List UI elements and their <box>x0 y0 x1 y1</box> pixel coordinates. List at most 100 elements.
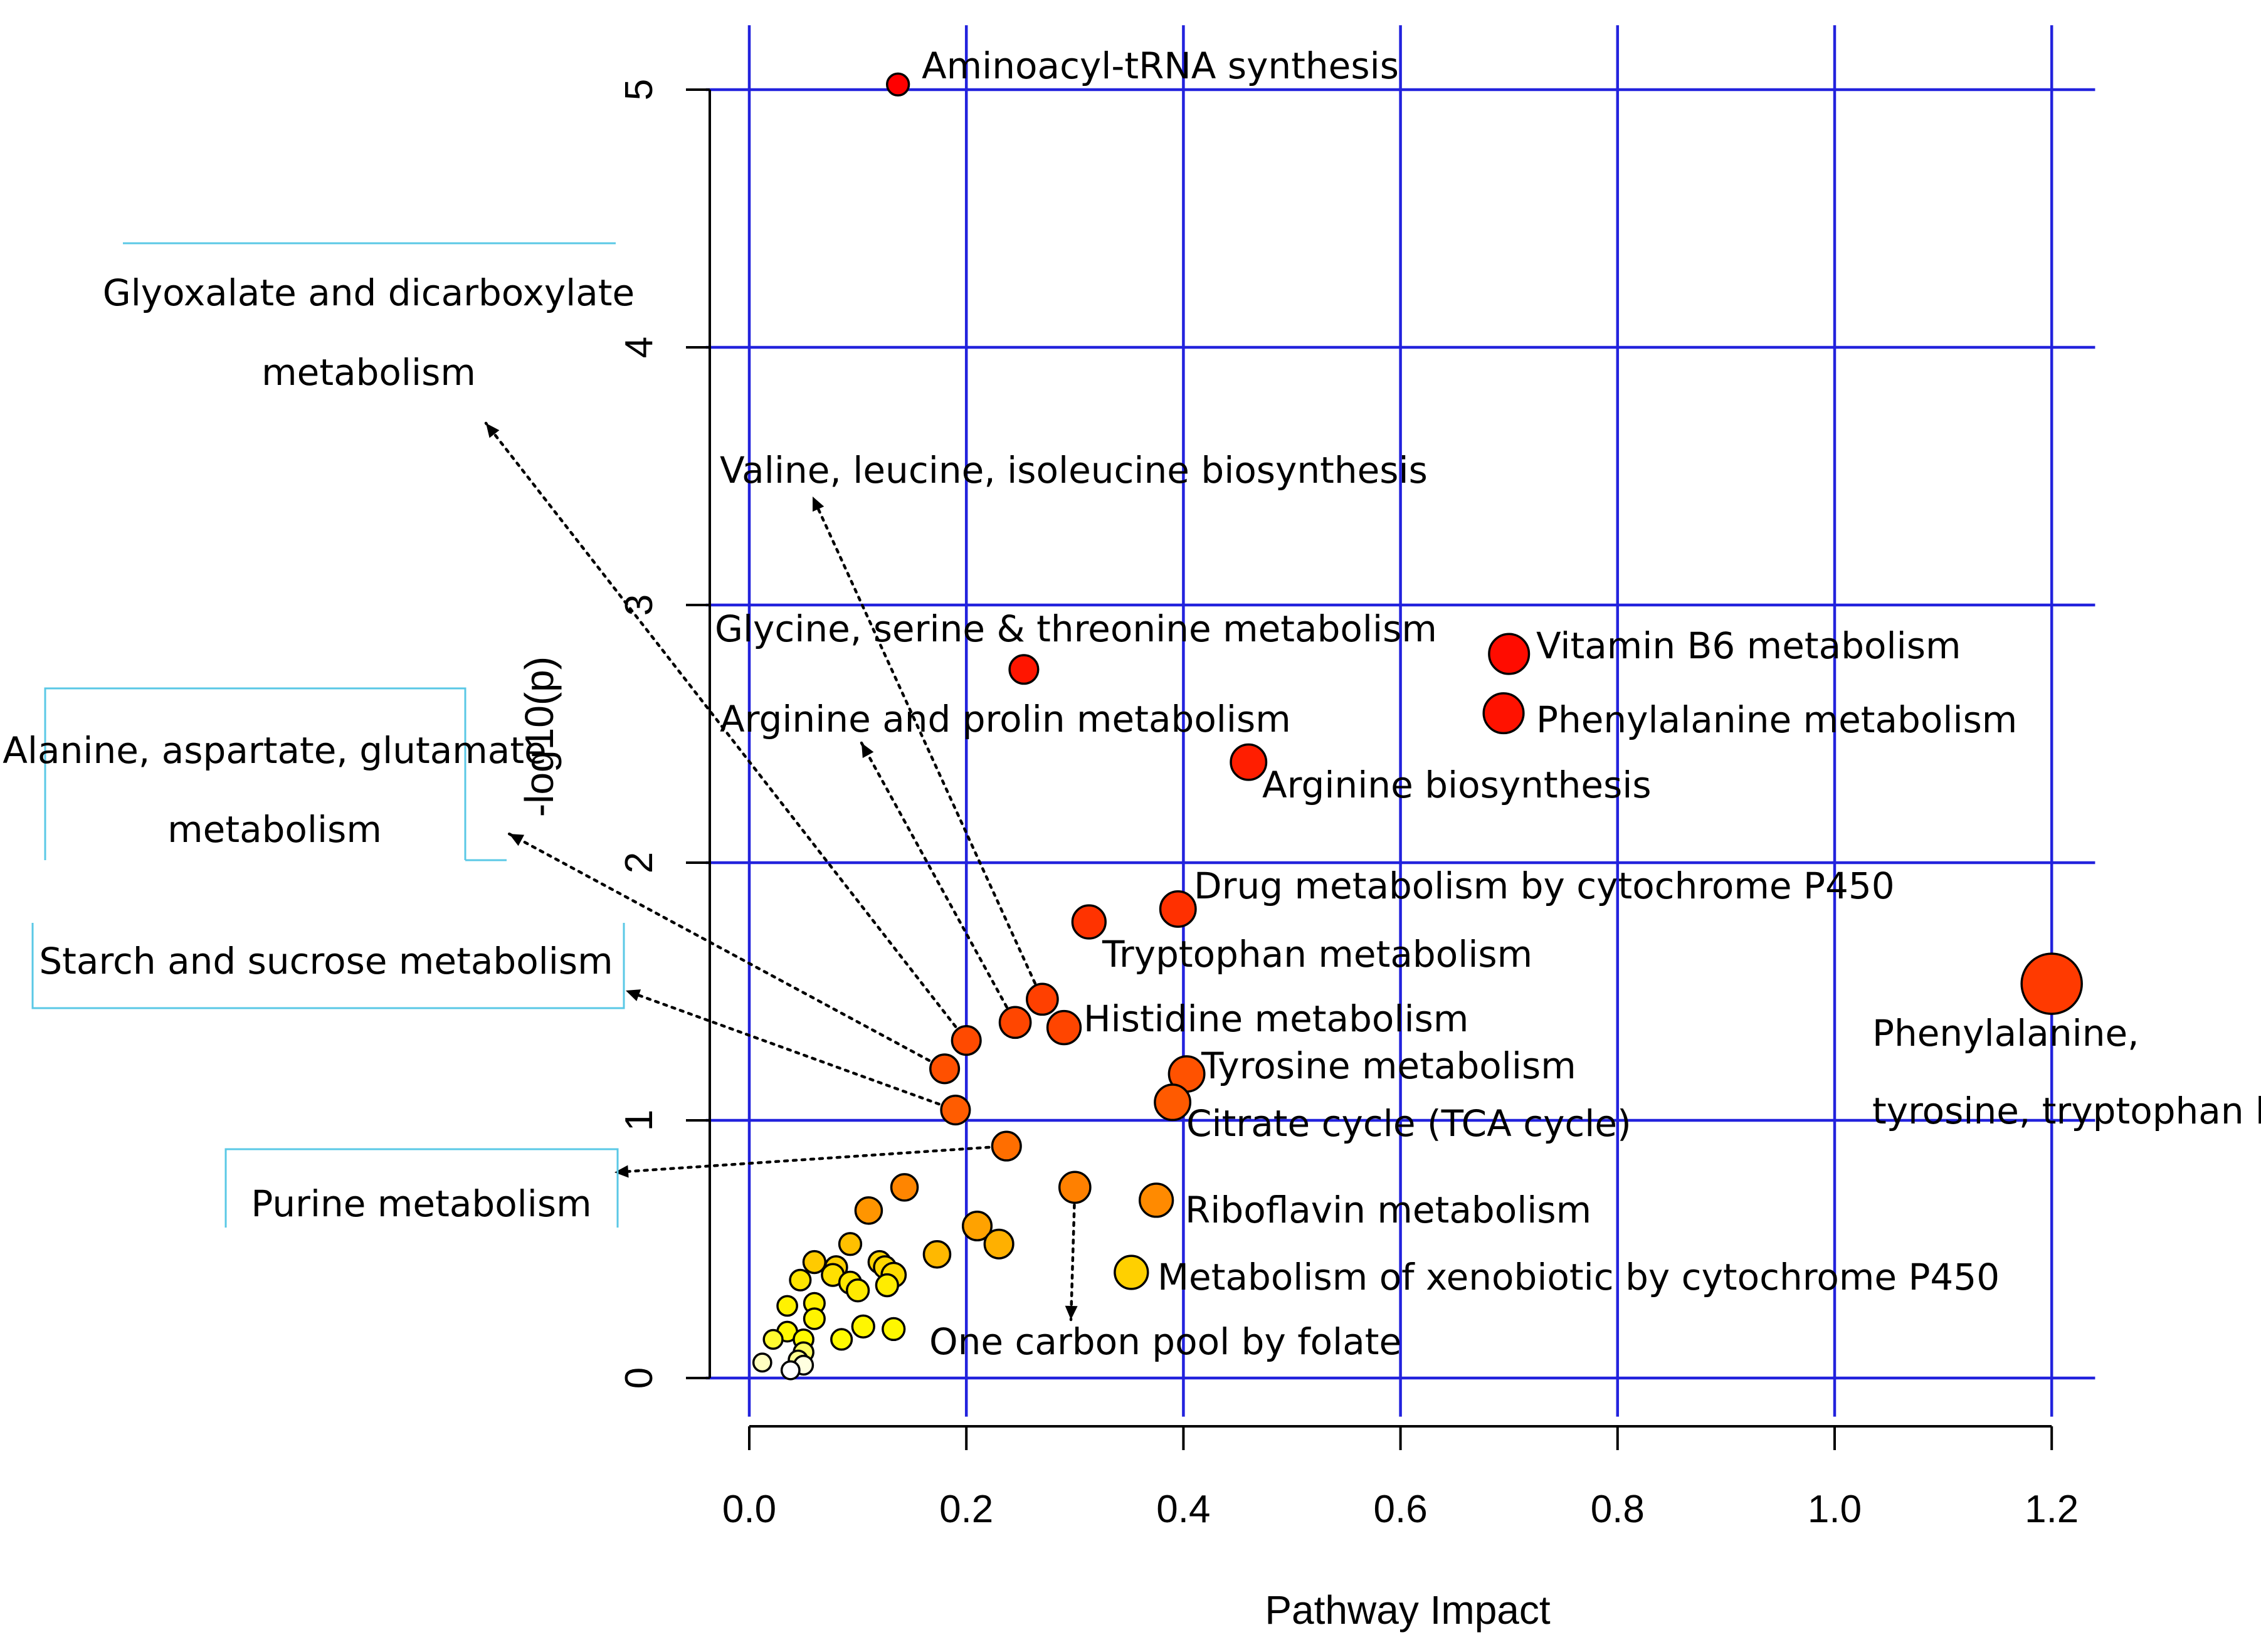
data-point <box>1026 982 1059 1016</box>
leader-arrowhead <box>486 423 500 438</box>
point-label: Alanine, aspartate, glutamate metabolism <box>3 729 547 851</box>
point-label: Phenylalanine metabolism <box>1536 698 2017 741</box>
point-label: One carbon pool by folate <box>929 1320 1401 1363</box>
data-point <box>1114 1255 1149 1290</box>
data-point <box>1159 890 1197 928</box>
x-tick-label: 0.6 <box>1373 1488 1427 1531</box>
leader-arrowhead <box>614 1165 629 1178</box>
point-label-line: Glyoxalate and dicarboxylate <box>103 271 635 314</box>
data-point <box>752 1352 772 1373</box>
axes: 0.0 0.2 0.4 0.6 0.8 1.0 1.2 0 1 2 3 4 5 <box>618 79 2079 1531</box>
purine-box <box>224 1148 619 1228</box>
point-label: Glycine, serine & threonine metabolism <box>715 608 1437 650</box>
point-label: Vitamin B6 metabolism <box>1536 624 1961 667</box>
leader-line <box>507 832 946 1071</box>
point-label-line: Phenylalanine, <box>1872 1012 2139 1055</box>
leader-line <box>811 495 1044 1001</box>
data-point <box>776 1295 798 1317</box>
leader-line <box>860 741 1017 1024</box>
x-tick-label: 1.2 <box>2025 1488 2079 1531</box>
alanine-box <box>44 687 466 860</box>
data-point <box>2020 952 2083 1015</box>
point-label: Glyoxalate and dicarboxylate metabolism <box>103 271 635 394</box>
point-label: Starch and sucrose metabolism <box>39 940 613 982</box>
leader-arrowhead <box>509 834 525 846</box>
x-tick-label: 0.8 <box>1591 1488 1645 1531</box>
point-label: Phenylalanine, tyrosine, tryptophan biosy… <box>1872 1012 2261 1132</box>
x-tick-label: 1.0 <box>1808 1488 1862 1531</box>
point-label-line: tyrosine, tryptophan biosynthesis <box>1872 1090 2261 1132</box>
point-label: Valine, leucine, isoleucine biosynthesis <box>720 449 1428 492</box>
starch-box <box>31 923 625 1009</box>
leader-arrowhead <box>1065 1305 1078 1320</box>
leader-arrowhead <box>862 743 874 759</box>
point-label: Riboflavin metabolism <box>1185 1189 1591 1231</box>
data-point <box>780 1360 801 1381</box>
point-label-line: metabolism <box>261 351 476 394</box>
x-axis-title: Pathway Impact <box>1265 1587 1551 1633</box>
data-point <box>929 1053 961 1085</box>
data-point <box>854 1196 883 1225</box>
point-label: Aminoacyl-tRNA synthesis <box>922 45 1399 87</box>
data-point <box>851 1314 875 1339</box>
data-points <box>752 72 2083 1381</box>
point-label: Arginine and prolin metabolism <box>720 698 1291 740</box>
data-point <box>1008 654 1040 685</box>
point-labels: Aminoacyl-tRNA synthesis Vitamin B6 metab… <box>3 45 2261 1363</box>
data-point <box>838 1232 863 1256</box>
data-point <box>890 1173 919 1202</box>
data-point <box>1138 1182 1174 1218</box>
data-point <box>1046 1009 1082 1046</box>
point-label: Metabolism of xenobiotic by cytochrome P… <box>1157 1256 2000 1298</box>
data-point <box>940 1095 971 1126</box>
grid <box>705 25 2095 1417</box>
leader-line <box>624 989 957 1112</box>
data-point <box>789 1268 812 1292</box>
data-point <box>983 1228 1015 1260</box>
y-tick-label: 4 <box>618 337 661 358</box>
leader-arrowhead <box>813 497 825 512</box>
point-label: Drug metabolism by cytochrome P450 <box>1194 865 1895 907</box>
data-point <box>998 1006 1032 1039</box>
leader-arrows <box>484 421 1078 1322</box>
y-tick-label: 3 <box>618 594 661 616</box>
data-point <box>882 1317 906 1342</box>
point-label: Citrate cycle (TCA cycle) <box>1186 1102 1631 1145</box>
y-axis-title: -log10(p) <box>517 656 562 817</box>
x-tick-label: 0.4 <box>1156 1488 1210 1531</box>
data-point <box>1230 743 1268 781</box>
data-point <box>951 1025 982 1056</box>
y-tick-label: 0 <box>618 1367 661 1389</box>
leader-line <box>613 1144 1008 1174</box>
data-point <box>802 1250 827 1275</box>
data-point <box>922 1239 952 1269</box>
annotation-boxes <box>31 242 625 1228</box>
data-point <box>1488 633 1531 675</box>
data-point <box>762 1328 784 1350</box>
y-tick-label: 5 <box>618 79 661 100</box>
leader-arrowhead <box>626 989 641 1001</box>
data-point <box>885 72 910 97</box>
data-point <box>875 1273 899 1298</box>
data-point <box>830 1328 853 1351</box>
data-point <box>961 1210 993 1242</box>
point-label-line: metabolism <box>167 808 382 851</box>
point-label: Tryptophan metabolism <box>1102 933 1532 976</box>
data-point <box>1071 904 1107 940</box>
y-tick-label: 2 <box>618 852 661 873</box>
data-point <box>1482 692 1525 735</box>
data-point <box>1154 1083 1192 1122</box>
leader-line <box>484 421 968 1042</box>
y-tick-label: 1 <box>618 1110 661 1131</box>
point-label-line: Alanine, aspartate, glutamate <box>3 729 547 772</box>
point-label: Histidine metabolism <box>1083 997 1468 1040</box>
point-label: Tyrosine metabolism <box>1201 1044 1576 1087</box>
x-tick-label: 0.0 <box>722 1488 776 1531</box>
data-point <box>991 1130 1022 1162</box>
data-point <box>1058 1171 1092 1204</box>
point-label: Arginine biosynthesis <box>1262 764 1652 806</box>
data-point <box>845 1278 870 1303</box>
data-point <box>803 1307 826 1330</box>
